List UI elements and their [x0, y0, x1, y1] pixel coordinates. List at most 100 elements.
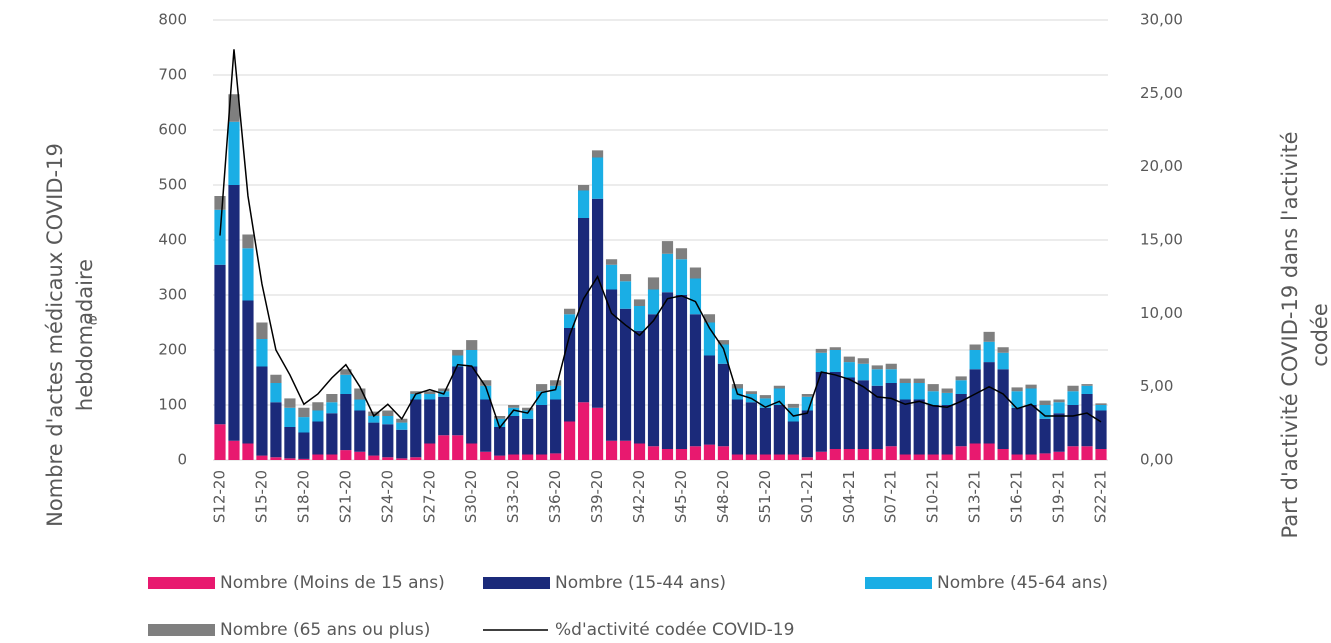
bar-segment [577, 402, 590, 460]
bar-segment [1025, 405, 1037, 455]
bar-segment [675, 449, 688, 460]
bar-segment [424, 391, 436, 394]
bar-segment [605, 264, 618, 290]
bar-segment [382, 410, 394, 416]
bar-segment [480, 380, 492, 386]
bar-segment [787, 421, 799, 455]
bar-segment [843, 356, 855, 363]
bar-segment [913, 383, 925, 400]
bar-segment [1053, 451, 1065, 460]
bar-segment [689, 446, 702, 460]
bar-segment [703, 444, 716, 460]
bar-segment [815, 348, 827, 353]
y2-tick-label: 20,00 [1140, 157, 1183, 175]
bar-segment [466, 350, 478, 367]
bar-segment [969, 443, 981, 460]
bar-segment [466, 443, 478, 460]
bar-segment [1053, 399, 1065, 403]
y-tick-label: 500 [158, 176, 187, 194]
bar-segment [564, 421, 576, 460]
x-tick-label: S24-20 [378, 470, 396, 523]
bar-segment [829, 347, 841, 350]
bar-segment [494, 416, 506, 419]
x-tick-label: S18-20 [294, 470, 312, 523]
y2-tick-label: 25,00 [1140, 84, 1183, 102]
bar-segment [1011, 387, 1023, 392]
bar-segment [871, 449, 883, 460]
bar-segment [1039, 418, 1051, 454]
bar-segment [564, 314, 576, 328]
bar-segment [326, 402, 338, 414]
bar-segment [480, 451, 492, 460]
legend-swatch [148, 577, 215, 589]
y-tick-label: 800 [158, 11, 187, 29]
bar-segment [424, 443, 436, 460]
bar-segment [745, 391, 757, 394]
bar-segment [703, 314, 716, 323]
x-tick-label: S19-21 [1050, 470, 1068, 523]
bar-segment [675, 295, 688, 449]
x-tick-label: S13-21 [966, 470, 984, 523]
bar-segment [326, 413, 338, 455]
bar-segment [298, 417, 310, 433]
bar-segment [731, 384, 744, 389]
bar-segment [983, 331, 995, 342]
bar-segment [899, 399, 911, 455]
bar-segment [759, 395, 771, 399]
bar-segment [326, 454, 338, 460]
bar-segment [466, 340, 478, 350]
bar-segment [242, 248, 254, 301]
bar-segment [745, 402, 757, 455]
bar-segment [564, 308, 576, 315]
bar-segment [340, 374, 352, 394]
bar-segment [382, 457, 394, 460]
y-tick-label: 700 [158, 66, 187, 84]
bar-segment [675, 259, 688, 295]
x-tick-label: S42-20 [630, 470, 648, 523]
bar-segment [871, 385, 883, 449]
bar-segment [885, 446, 897, 460]
bar-segment [689, 278, 702, 315]
bar-segment [871, 369, 883, 386]
bar-segment [410, 399, 422, 458]
bar-segment [941, 405, 953, 455]
bar-segment [927, 405, 939, 455]
bar-segment [661, 253, 674, 293]
bar-segment [899, 378, 911, 383]
y-tick-label: 400 [158, 231, 187, 249]
x-tick-label: S27-20 [420, 470, 438, 523]
bar-segment [368, 411, 380, 416]
bar-segment [1011, 391, 1023, 408]
bar-segment [410, 394, 422, 400]
bar-segment [633, 443, 646, 460]
bar-segment [955, 394, 967, 447]
bar-segment [605, 440, 618, 460]
bar-segment [801, 457, 813, 460]
bar-segment [452, 350, 464, 356]
bar-segment [591, 198, 604, 408]
bar-segment [550, 385, 562, 400]
bar-segment [955, 380, 967, 394]
bar-segment [480, 385, 492, 400]
bar-segment [787, 407, 799, 422]
bar-segment [591, 150, 604, 158]
legend-label: Nombre (15-44 ans) [555, 573, 726, 593]
bar-segment [354, 388, 366, 400]
bar-segment [857, 358, 869, 364]
x-tick-label: S45-20 [672, 470, 690, 523]
bar-segment [536, 405, 548, 455]
bar-segment [396, 418, 408, 423]
bar-segment [536, 391, 548, 405]
bar-segment [214, 424, 226, 460]
legend-label: %d'activité codée COVID-19 [555, 620, 794, 640]
bar-segment [661, 449, 674, 460]
bar-segment [550, 399, 562, 454]
bar-segment [773, 388, 785, 405]
legend-swatch [865, 577, 932, 589]
bar-segment [214, 209, 226, 265]
y-tick-label: 100 [158, 396, 187, 414]
bar-segment [927, 384, 939, 392]
bar-segment [214, 264, 226, 425]
bar-segment [354, 410, 366, 452]
x-tick-label: S16-21 [1008, 470, 1026, 523]
